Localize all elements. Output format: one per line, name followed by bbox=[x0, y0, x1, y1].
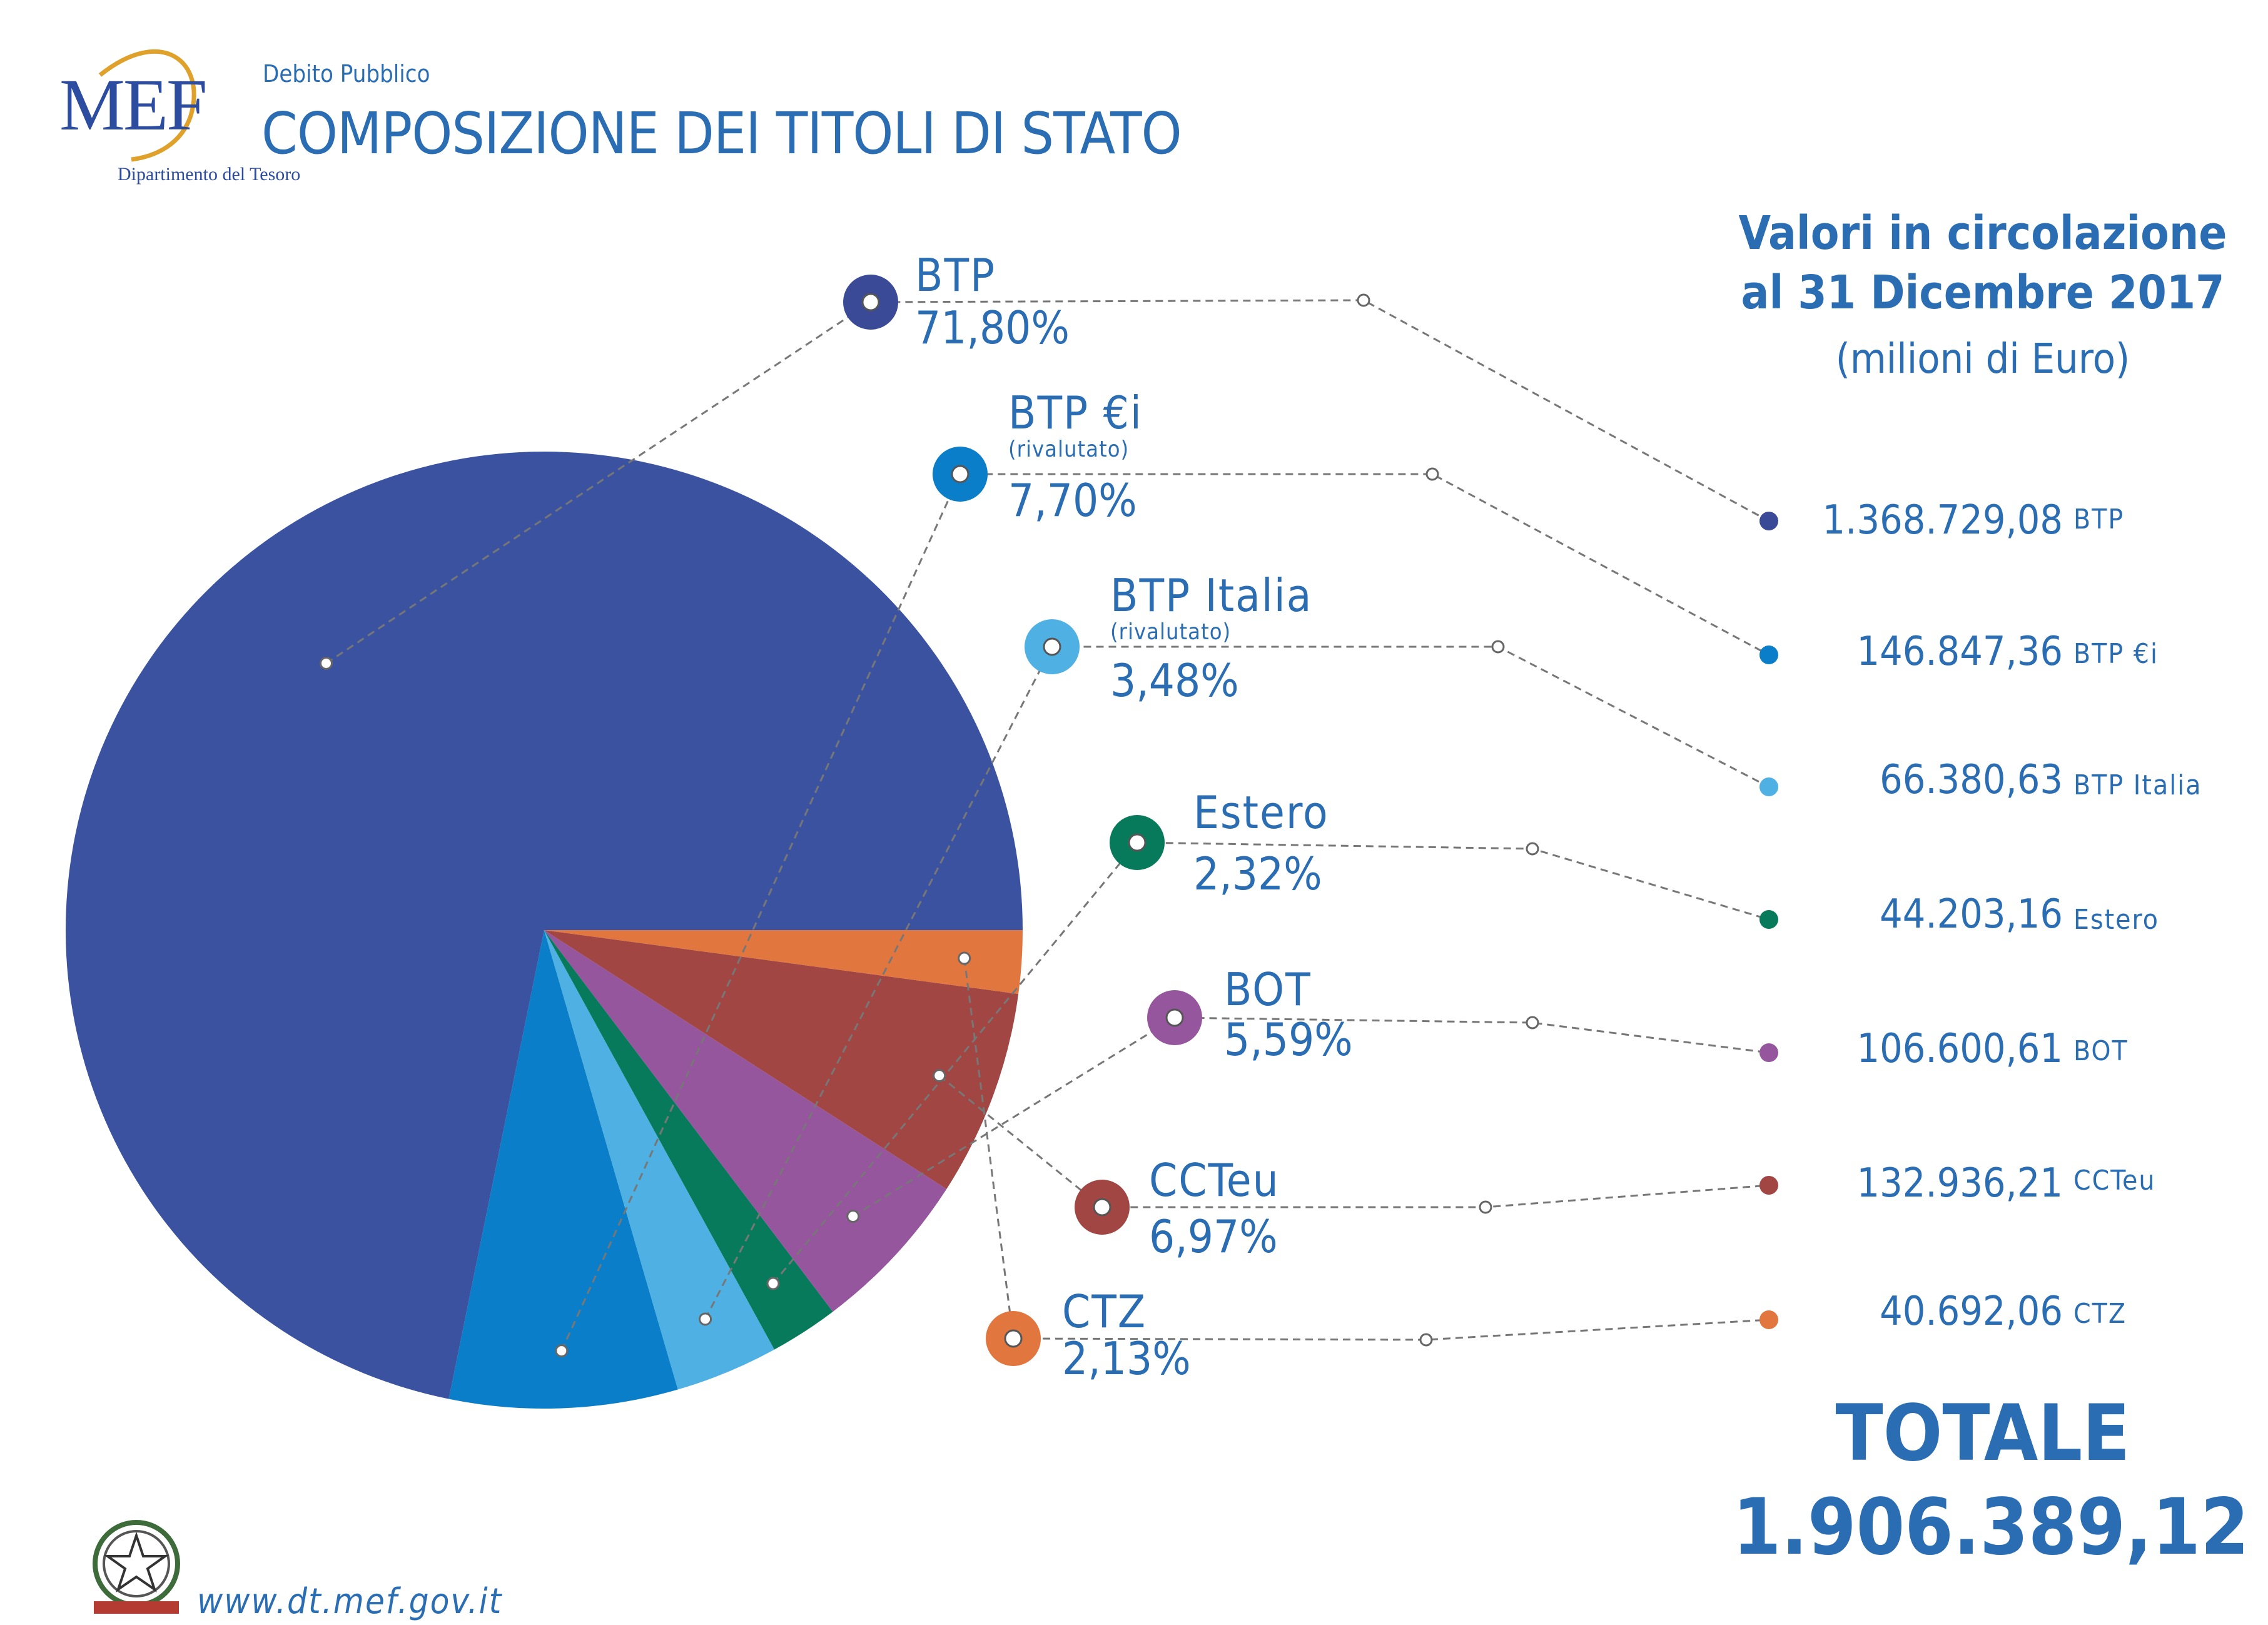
page-title: COMPOSIZIONE DEI TITOLI DI STATO bbox=[261, 100, 1182, 167]
leader-line bbox=[938, 1075, 1769, 1208]
leader-node bbox=[933, 1069, 946, 1083]
circulation-value-name: BTP Italia bbox=[2073, 769, 2202, 801]
slice-label: Estero bbox=[1193, 786, 1329, 839]
slice-percent: 2,13% bbox=[1062, 1332, 1191, 1385]
mef-logo-arc bbox=[98, 49, 196, 162]
leader-node bbox=[699, 1312, 712, 1326]
leader-node bbox=[1526, 842, 1539, 856]
slice-note: (rivalutato) bbox=[1008, 437, 1130, 462]
leader-node bbox=[319, 656, 333, 670]
slice-label: BOT bbox=[1224, 963, 1312, 1016]
leader-node bbox=[1479, 1200, 1492, 1214]
circulation-value: 132.936,21 bbox=[1856, 1160, 2063, 1207]
slice-percent: 6,97% bbox=[1149, 1210, 1278, 1263]
value-bullet bbox=[1759, 512, 1778, 530]
leader-node bbox=[1491, 640, 1505, 654]
circulation-value: 146.847,36 bbox=[1856, 629, 2063, 675]
side-panel-title-line2: al 31 Dicembre 2017 bbox=[1741, 266, 2225, 320]
slice-badge-center bbox=[1004, 1329, 1023, 1348]
slice-percent: 7,70% bbox=[1008, 474, 1137, 527]
value-bullet bbox=[1759, 910, 1778, 929]
slice-percent: 5,59% bbox=[1224, 1013, 1353, 1066]
slice-label: CTZ bbox=[1062, 1285, 1147, 1338]
pie-slice-bot bbox=[544, 930, 947, 1312]
department-name: Dipartimento del Tesoro bbox=[118, 164, 301, 185]
leader-node bbox=[766, 1277, 780, 1290]
pie-chart bbox=[66, 452, 1023, 1409]
pie-slice-btp-italia bbox=[544, 930, 775, 1390]
pie-slice-btp bbox=[66, 452, 1023, 1399]
circulation-value: 40.692,06 bbox=[1880, 1288, 2063, 1335]
slice-note: (rivalutato) bbox=[1110, 619, 1232, 645]
circulation-value-name: BTP bbox=[2073, 504, 2125, 535]
slice-label: BTP €i bbox=[1008, 387, 1143, 439]
circulation-value-name: BOT bbox=[2073, 1035, 2129, 1067]
leader-node bbox=[1526, 1016, 1539, 1030]
side-panel-unit: (milioni di Euro) bbox=[1835, 335, 2130, 383]
slice-badge-center bbox=[1043, 637, 1061, 656]
value-bullet bbox=[1759, 777, 1778, 796]
leader-line bbox=[772, 841, 1769, 1284]
leader-node bbox=[1419, 1333, 1433, 1347]
side-panel-title-line1: Valori in circolazione bbox=[1738, 206, 2227, 260]
leader-lines bbox=[319, 275, 1778, 1366]
leader-line bbox=[852, 1016, 1769, 1217]
leader-node bbox=[958, 951, 971, 965]
slice-badge-center bbox=[951, 465, 969, 483]
slice-label: BTP Italia bbox=[1110, 569, 1313, 622]
circulation-value: 1.368.729,08 bbox=[1822, 497, 2063, 544]
leader-node bbox=[1357, 293, 1370, 307]
slice-badge-center bbox=[1165, 1008, 1184, 1027]
mef-logo: MEF bbox=[59, 64, 208, 146]
circulation-value-name: CCTeu bbox=[2073, 1165, 2156, 1197]
total-label: TOTALE bbox=[1835, 1389, 2130, 1479]
circulation-value-name: CTZ bbox=[2073, 1298, 2127, 1330]
slice-percent: 3,48% bbox=[1110, 654, 1239, 707]
leader-line bbox=[325, 299, 1769, 664]
pie-slice-ccteu bbox=[544, 930, 1019, 1189]
leader-line bbox=[704, 645, 1769, 1320]
leader-line bbox=[560, 473, 1769, 1352]
leader-line bbox=[963, 958, 1769, 1341]
slice-percent: 71,80% bbox=[915, 301, 1070, 354]
pie-slice-btp-i bbox=[448, 930, 678, 1409]
slice-percent: 2,32% bbox=[1193, 848, 1322, 900]
slice-label: BTP bbox=[915, 249, 996, 301]
leader-node bbox=[1425, 467, 1439, 481]
value-bullet bbox=[1759, 1310, 1778, 1329]
slice-label: CCTeu bbox=[1149, 1154, 1280, 1207]
circulation-value: 106.600,61 bbox=[1856, 1026, 2063, 1072]
leader-node bbox=[555, 1344, 569, 1358]
value-bullet bbox=[1759, 1043, 1778, 1062]
slice-badge-center bbox=[1128, 833, 1147, 852]
pie-slice-estero bbox=[544, 930, 833, 1350]
value-bullet bbox=[1759, 645, 1778, 664]
circulation-value: 66.380,63 bbox=[1880, 757, 2063, 803]
value-bullet bbox=[1759, 1176, 1778, 1195]
circulation-value-name: Estero bbox=[2073, 904, 2160, 936]
website-link[interactable]: www.dt.mef.gov.it bbox=[197, 1581, 503, 1622]
circulation-value-name: BTP €i bbox=[2073, 638, 2159, 670]
slice-badge-center bbox=[1093, 1198, 1111, 1217]
circulation-value: 44.203,16 bbox=[1880, 891, 2063, 938]
pie-slice-ctz bbox=[544, 930, 1023, 995]
republic-emblem-icon bbox=[93, 1520, 180, 1614]
page-subtitle: Debito Pubblico bbox=[263, 60, 430, 88]
leader-node bbox=[846, 1210, 860, 1223]
slice-badge-center bbox=[861, 293, 880, 311]
total-value: 1.906.389,12 bbox=[1733, 1482, 2249, 1572]
